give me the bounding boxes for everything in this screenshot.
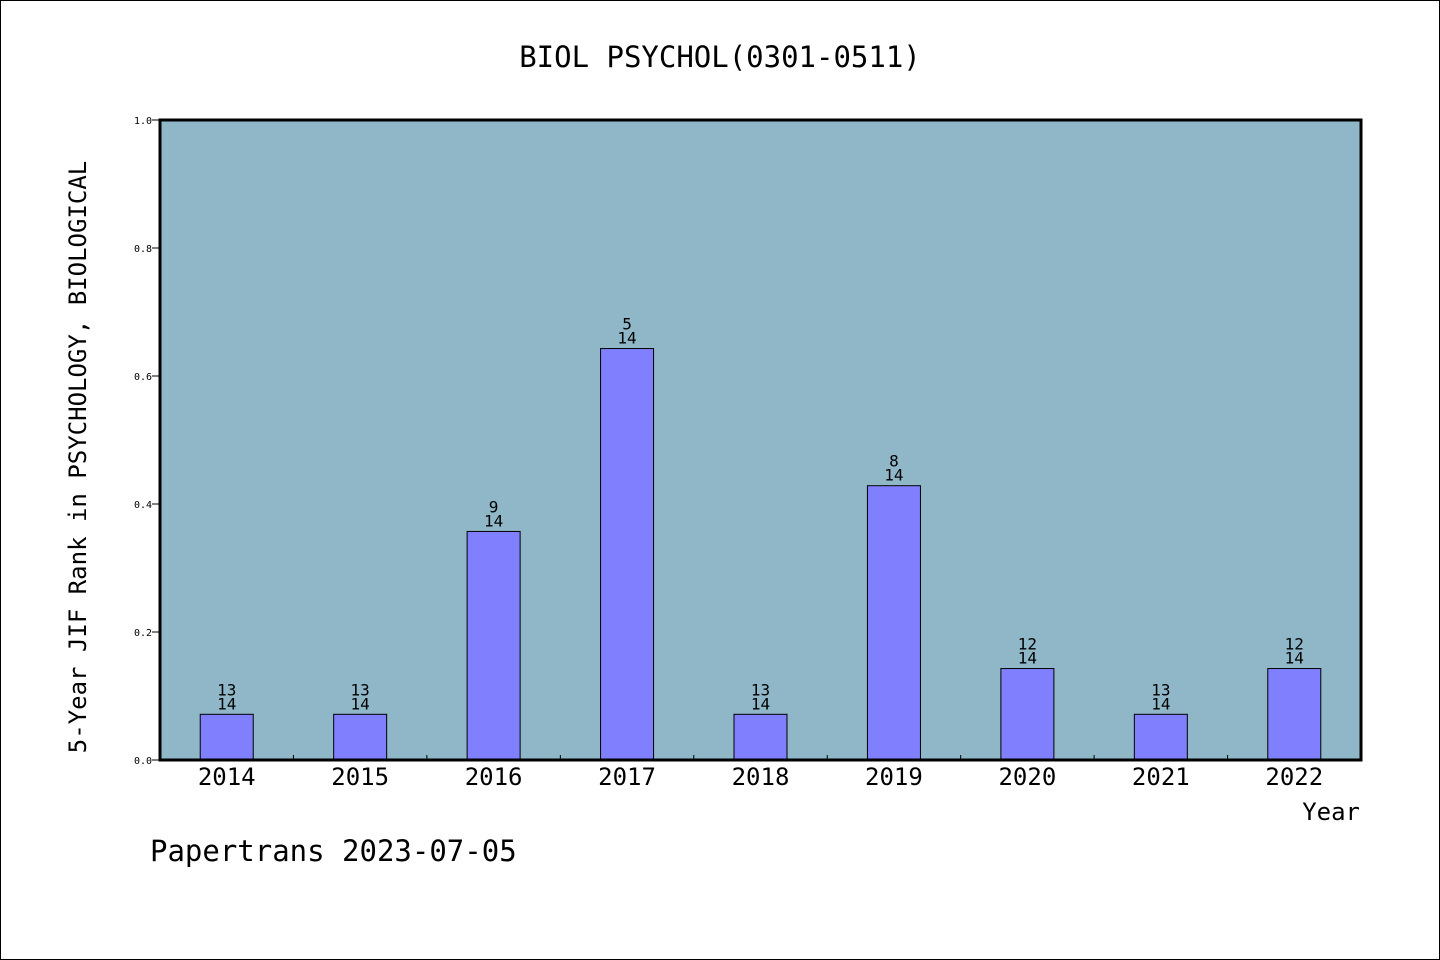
footer-text: Papertrans 2023-07-05 xyxy=(150,834,517,868)
bars-group: 1314201413142015914201651420171314201881… xyxy=(198,315,1323,791)
bar-2019 xyxy=(866,485,921,761)
y-tick-label: 1.0 xyxy=(134,116,152,127)
x-tick-label: 2018 xyxy=(732,763,790,791)
y-tick-label: 0.2 xyxy=(134,628,152,639)
y-tick-label: 0.0 xyxy=(134,756,152,767)
bar-2022 xyxy=(1267,668,1322,761)
bar-rank-label: 12 xyxy=(1018,635,1037,654)
bar-rank-label: 12 xyxy=(1285,635,1304,654)
bar-total-label: 14 xyxy=(617,329,636,348)
bar-rank-label: 13 xyxy=(217,680,236,699)
bar-2015 xyxy=(333,713,388,761)
x-tick-label: 2017 xyxy=(598,763,656,791)
bar-rank-label: 5 xyxy=(622,315,632,334)
bar-total-label: 14 xyxy=(884,466,903,485)
bar-2016 xyxy=(466,530,521,761)
x-tick-label: 2014 xyxy=(198,763,256,791)
bar-rank-label: 13 xyxy=(351,680,370,699)
bar-rank-label: 8 xyxy=(889,452,899,471)
bar-2021 xyxy=(1133,713,1188,761)
bar-total-label: 14 xyxy=(1018,649,1037,668)
x-tick-label: 2019 xyxy=(865,763,923,791)
plot-area xyxy=(160,120,1361,760)
plot-border xyxy=(158,118,1363,762)
y-axis-label: 5-Year JIF Rank in PSYCHOLOGY, BIOLOGICA… xyxy=(64,161,92,753)
bar-rank-label: 9 xyxy=(489,497,499,516)
chart-title: BIOL PSYCHOL(0301-0511) xyxy=(519,40,921,74)
bar-2020 xyxy=(1000,668,1055,761)
bar-2014 xyxy=(199,713,254,761)
x-axis-label: Year xyxy=(1302,798,1360,826)
y-tick-label: 0.6 xyxy=(134,372,152,383)
x-tick-label: 2020 xyxy=(998,763,1056,791)
bar-total-label: 14 xyxy=(484,511,503,530)
x-tick-label: 2021 xyxy=(1132,763,1190,791)
bar-2017 xyxy=(600,348,655,761)
bar-rank-label: 13 xyxy=(751,680,770,699)
bar-total-label: 14 xyxy=(1285,649,1304,668)
y-axis-ticks: 0.0 0.2 0.4 0.6 0.8 1.0 xyxy=(134,116,160,767)
bar-rank-label: 13 xyxy=(1151,680,1170,699)
x-tick-label: 2022 xyxy=(1265,763,1323,791)
y-tick-label: 0.4 xyxy=(134,500,152,511)
bar-total-label: 14 xyxy=(351,694,370,713)
bar-total-label: 14 xyxy=(217,694,236,713)
x-tick-label: 2016 xyxy=(465,763,523,791)
y-tick-label: 0.8 xyxy=(134,244,152,255)
bar-total-label: 14 xyxy=(751,694,770,713)
bar-total-label: 14 xyxy=(1151,694,1170,713)
bar-2018 xyxy=(733,713,788,761)
x-tick-label: 2015 xyxy=(331,763,389,791)
